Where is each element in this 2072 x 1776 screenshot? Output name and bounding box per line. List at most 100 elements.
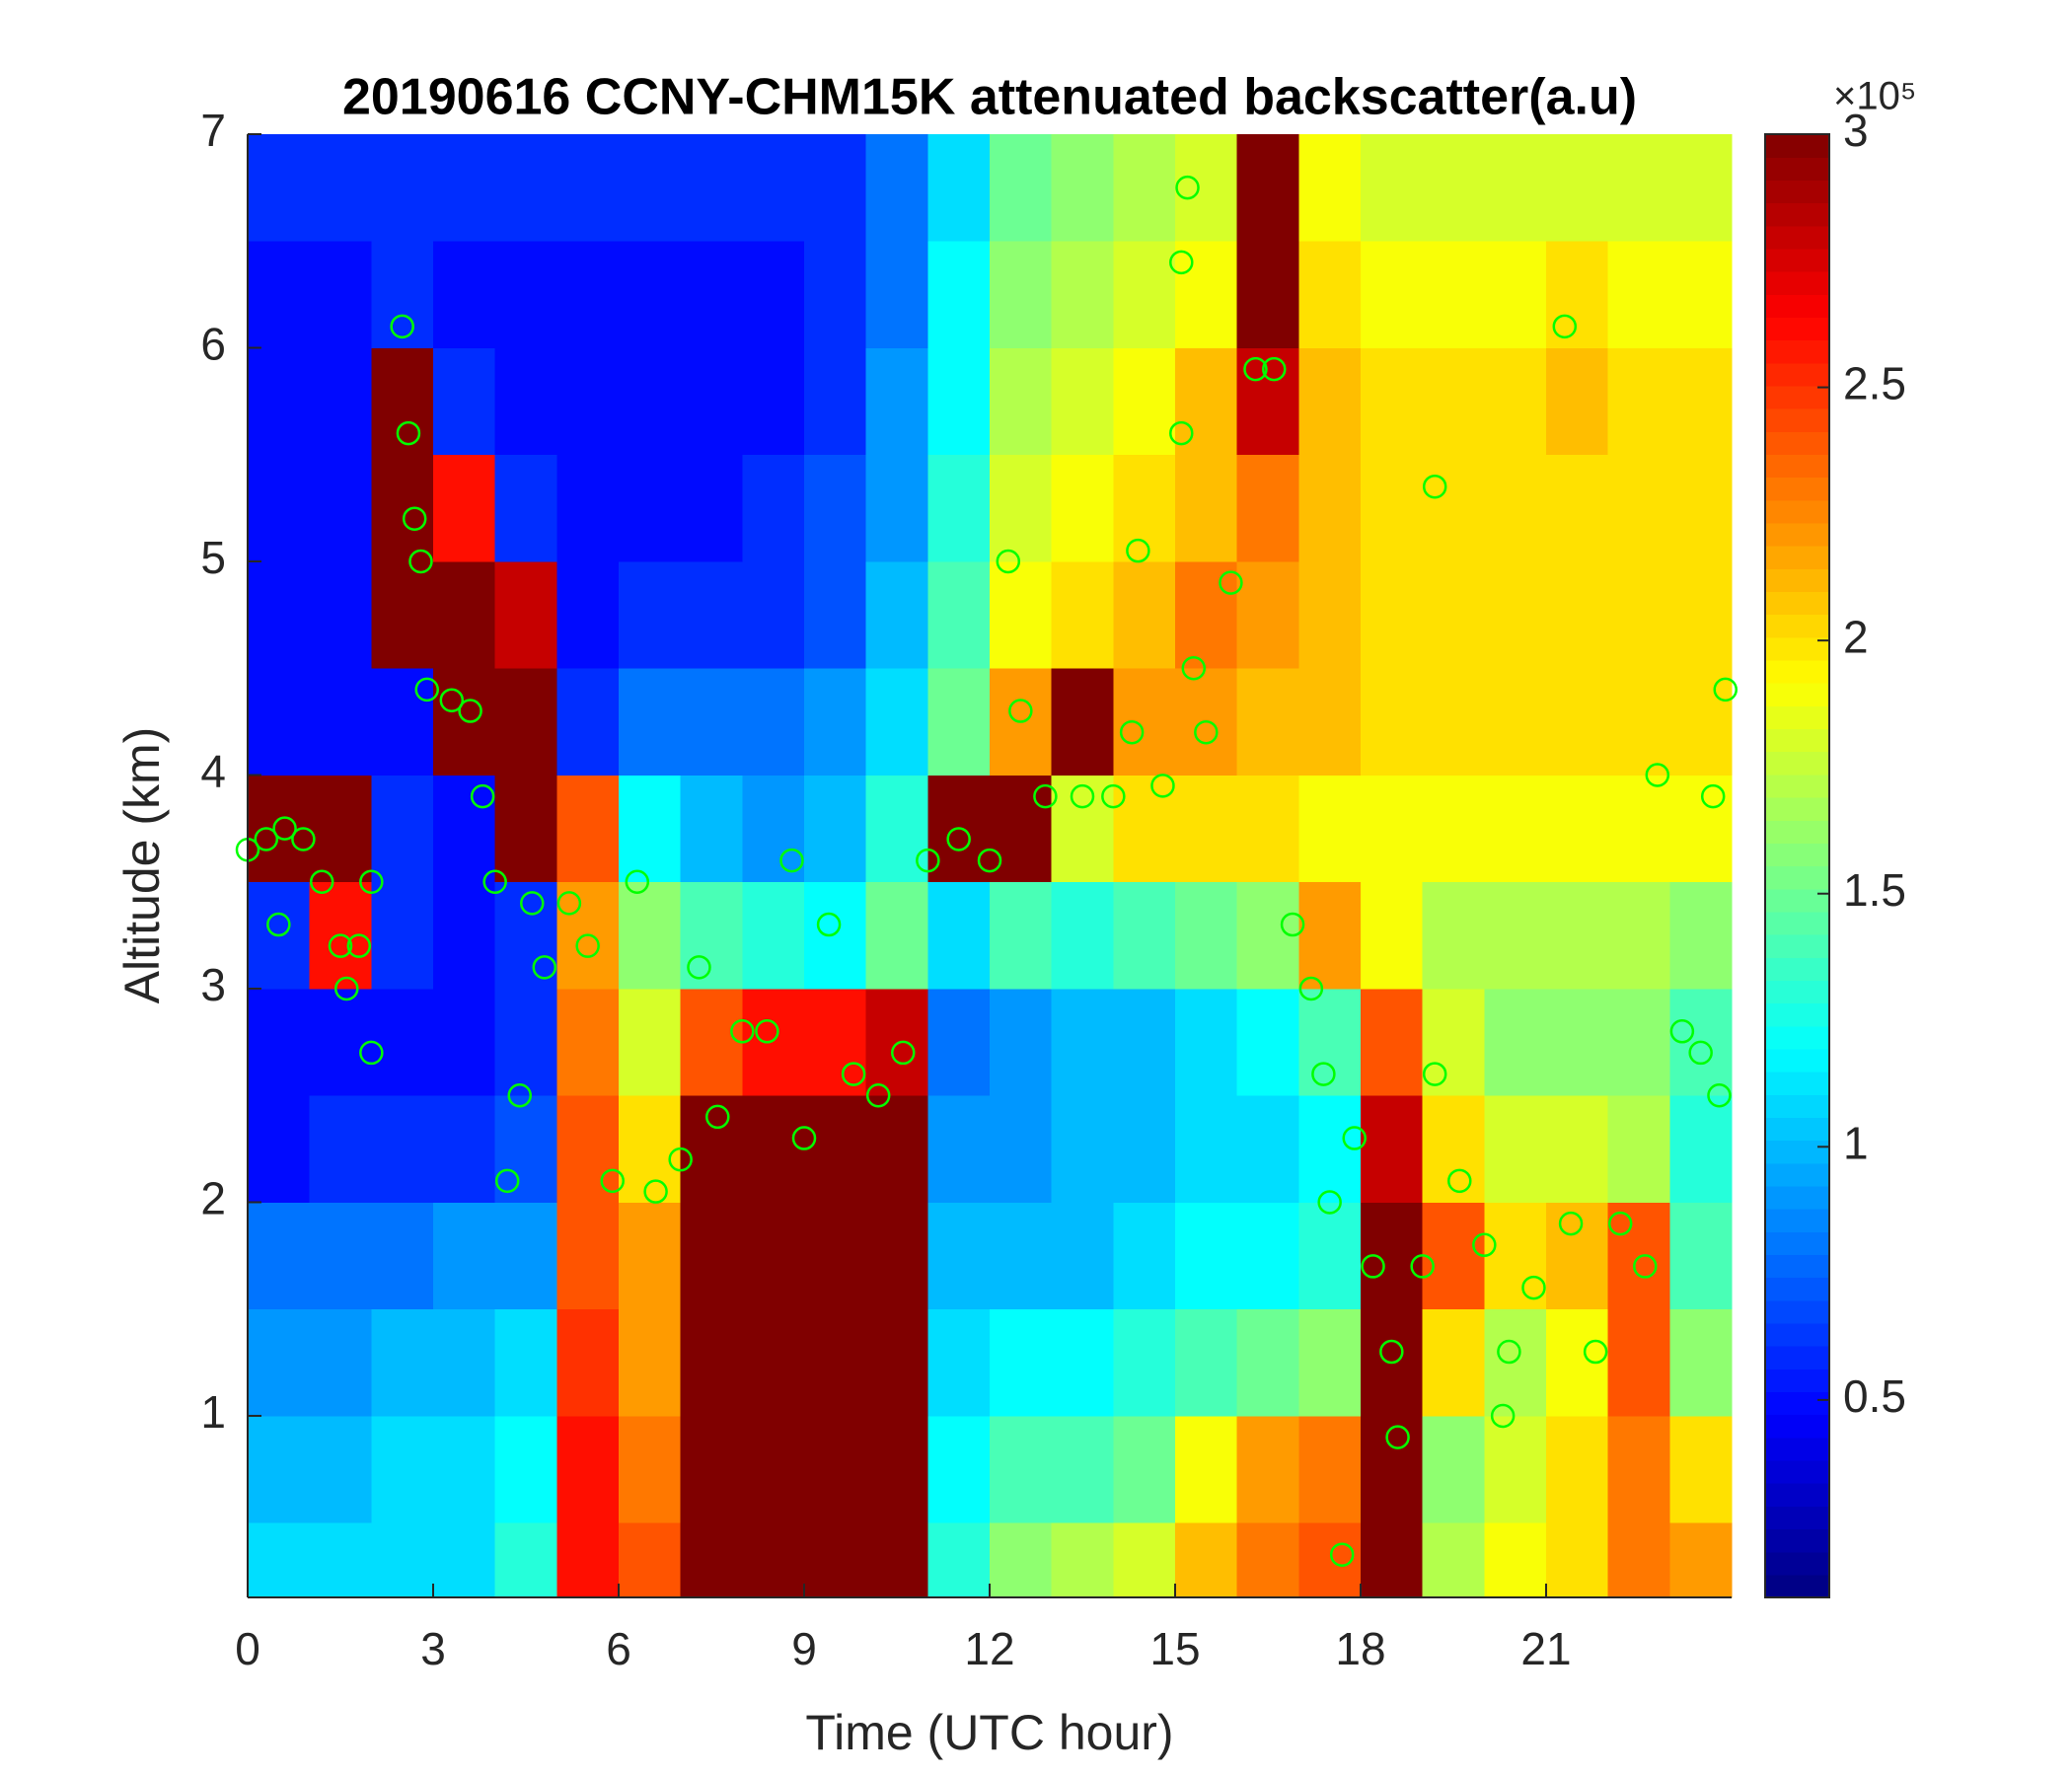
x-tick-label: 9 — [791, 1623, 817, 1674]
y-tick-label: 7 — [200, 105, 226, 156]
colorbar-segment — [1765, 454, 1829, 479]
cloud-base-marker — [1329, 1542, 1355, 1567]
heatmap-cell — [1113, 988, 1176, 1096]
heatmap-cell — [248, 560, 311, 669]
colorbar-tick-label: 2.5 — [1843, 358, 1906, 409]
heatmap-cell — [742, 1415, 805, 1523]
heatmap-cell — [1051, 668, 1114, 776]
heatmap-cell — [371, 881, 434, 990]
heatmap-cell — [309, 241, 372, 348]
heatmap-cell — [865, 347, 928, 456]
colorbar-segment — [1765, 888, 1829, 913]
colorbar-segment — [1765, 1551, 1829, 1576]
heatmap-cell — [1669, 1095, 1733, 1203]
heatmap-cell — [1484, 1095, 1547, 1203]
heatmap-cell — [494, 1308, 557, 1417]
colorbar-segment — [1765, 339, 1829, 364]
heatmap-cell — [1422, 1415, 1485, 1523]
heatmap-cell — [927, 1095, 991, 1203]
heatmap-cell — [556, 1522, 620, 1598]
colorbar-segment — [1765, 843, 1829, 867]
heatmap-cell — [1051, 1202, 1114, 1310]
heatmap-cell — [309, 1308, 372, 1417]
heatmap-cell — [1607, 134, 1670, 242]
cloud-base-marker — [1713, 677, 1738, 703]
colorbar-segment — [1765, 591, 1829, 616]
heatmap-cell — [680, 988, 743, 1096]
heatmap-cell — [371, 775, 434, 883]
heatmap-cell — [990, 454, 1053, 562]
colorbar-segment — [1765, 408, 1829, 432]
cloud-base-marker — [266, 912, 291, 937]
heatmap-cell — [309, 1415, 372, 1523]
cloud-base-marker — [1379, 1339, 1404, 1365]
cloud-base-marker — [575, 933, 600, 958]
heatmap-cell — [1051, 241, 1114, 348]
heatmap-cell — [1607, 560, 1670, 669]
colorbar-segment — [1765, 1322, 1829, 1347]
heatmap-cell — [433, 134, 496, 242]
heatmap-cell — [865, 134, 928, 242]
cloud-base-marker — [359, 869, 384, 894]
heatmap-cell — [742, 454, 805, 562]
cloud-base-marker — [1700, 783, 1726, 809]
heatmap-cell — [1669, 241, 1733, 348]
heatmap-cell — [494, 775, 557, 883]
heatmap-cell — [742, 134, 805, 242]
heatmap-cell — [1175, 988, 1238, 1096]
cloud-base-marker — [291, 827, 316, 851]
colorbar-segment — [1765, 614, 1829, 638]
heatmap-cell — [990, 988, 1053, 1096]
cloud-base-marker — [1583, 1339, 1608, 1365]
heatmap-cell — [742, 668, 805, 776]
heatmap-cell — [371, 134, 434, 242]
heatmap-cell — [371, 1522, 434, 1598]
colorbar-segment — [1765, 1414, 1829, 1439]
heatmap-cell — [1113, 241, 1176, 348]
cloud-base-marker — [1169, 420, 1194, 446]
heatmap-cell — [804, 1308, 867, 1417]
heatmap-cell — [1236, 1522, 1299, 1598]
colorbar-segment — [1765, 431, 1829, 456]
cloud-base-marker — [396, 420, 421, 446]
cloud-base-marker — [1119, 719, 1145, 745]
colorbar-segment — [1765, 683, 1829, 706]
heatmap-cell — [1051, 1415, 1114, 1523]
cloud-base-marker — [494, 1168, 520, 1194]
heatmap-cell — [1361, 560, 1424, 669]
cloud-base-marker — [359, 1040, 384, 1066]
heatmap-cell — [433, 454, 496, 562]
heatmap-cell — [927, 1202, 991, 1310]
colorbar-segment — [1765, 1231, 1829, 1256]
x-tick-label: 6 — [606, 1623, 631, 1674]
cloud-base-marker — [1361, 1254, 1385, 1279]
heatmap-cell — [804, 1522, 867, 1598]
heatmap-cell — [619, 1415, 682, 1523]
heatmap-cell — [1422, 775, 1485, 883]
cloud-base-marker — [1633, 1254, 1658, 1279]
y-tick-label: 6 — [200, 319, 226, 370]
heatmap-cell — [1607, 1095, 1670, 1203]
cloud-base-marker — [891, 1040, 916, 1066]
cloud-base-marker — [1126, 538, 1150, 563]
heatmap-cell — [1669, 1522, 1733, 1598]
heatmap-cell — [309, 988, 372, 1096]
colorbar-segment — [1765, 911, 1829, 935]
y-tick-label: 1 — [200, 1386, 226, 1438]
heatmap-cell — [1607, 1415, 1670, 1523]
heatmap-cell — [1422, 1202, 1485, 1310]
cloud-base-marker — [668, 1147, 693, 1172]
cloud-base-marker — [390, 314, 414, 339]
heatmap-cell — [680, 560, 743, 669]
heatmap-cell — [494, 668, 557, 776]
heatmap-cell — [990, 347, 1053, 456]
cloud-base-marker — [402, 506, 427, 531]
colorbar-segment — [1765, 1299, 1829, 1324]
heatmap-cell — [1113, 668, 1176, 776]
heatmap-cell — [1298, 1202, 1362, 1310]
heatmap-cell — [1669, 668, 1733, 776]
heatmap-cell — [1422, 134, 1485, 242]
heatmap-cell — [1298, 347, 1362, 456]
heatmap-cell — [1361, 668, 1424, 776]
cloud-base-marker — [1669, 1019, 1695, 1044]
